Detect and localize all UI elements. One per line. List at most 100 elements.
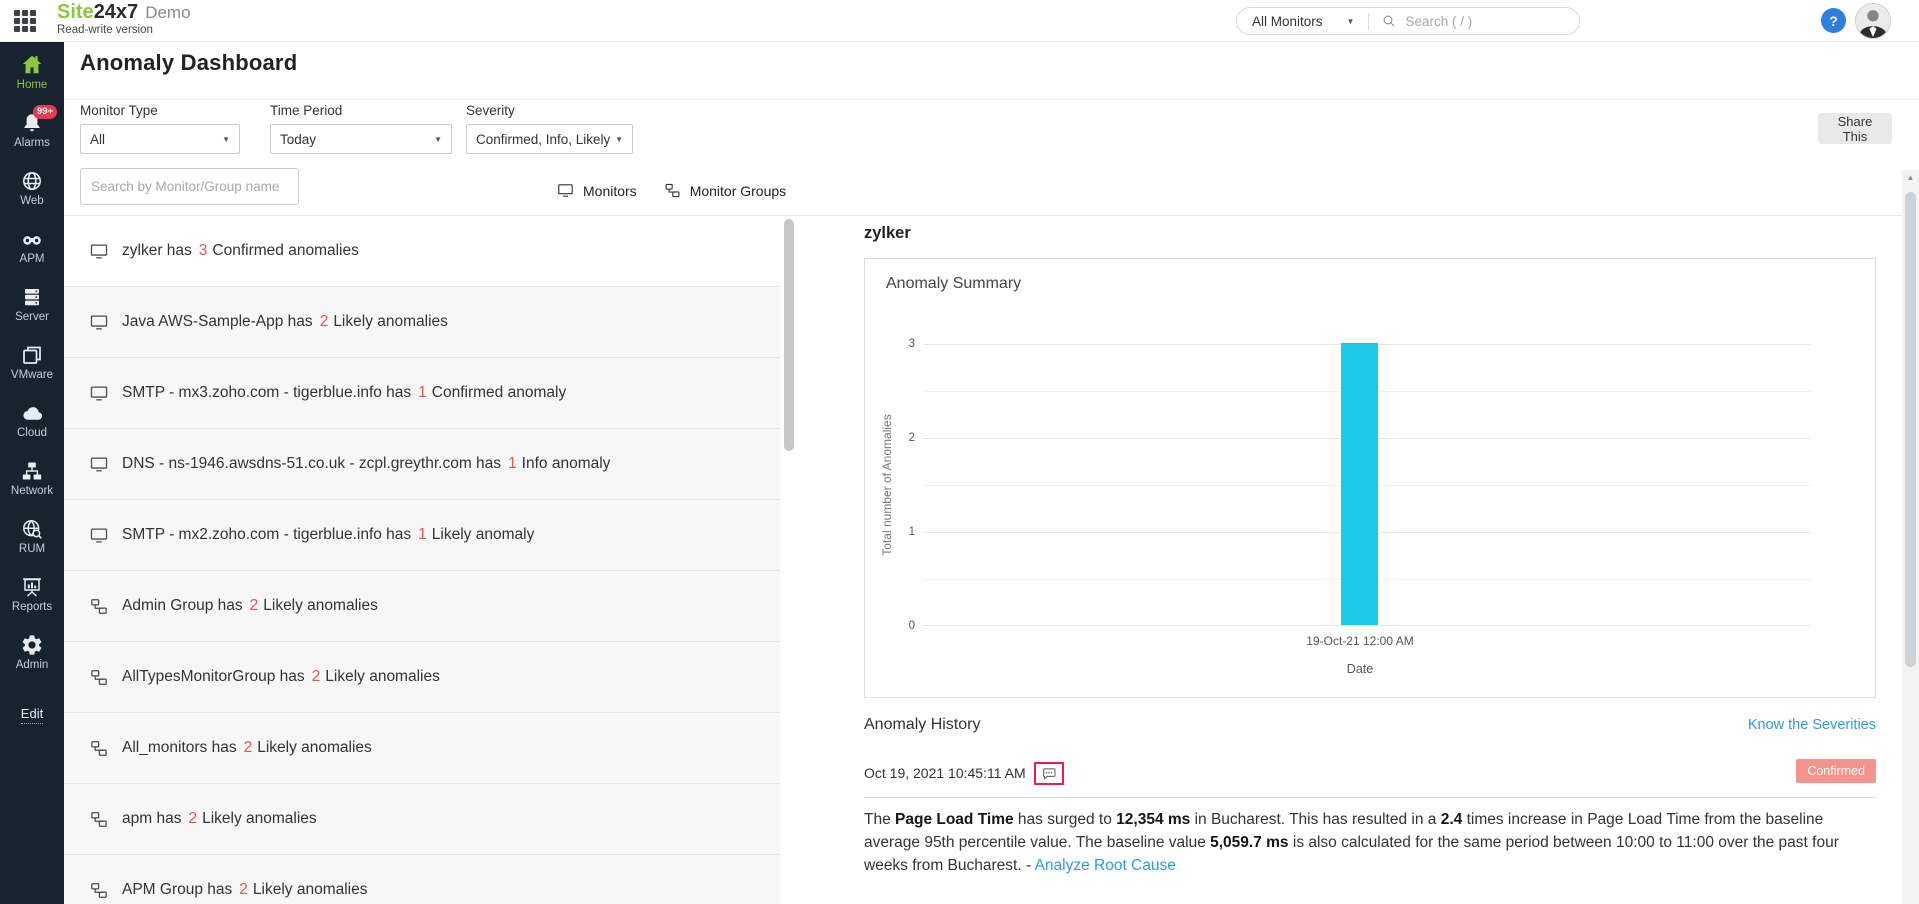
filter-value: Today (280, 131, 317, 147)
demo-label: Demo (145, 3, 191, 22)
x-axis-title: Date (1346, 662, 1374, 676)
gear-icon (20, 633, 44, 657)
history-entry-row: Oct 19, 2021 10:45:11 AM Confirmed (864, 759, 1876, 787)
sidebar-item-admin[interactable]: Admin (0, 633, 64, 671)
global-search-bar: All Monitors ▼ Search ( / ) (1236, 7, 1580, 35)
sidebar-item-home[interactable]: Home (0, 53, 64, 91)
page-scrollbar-thumb[interactable] (1905, 192, 1916, 667)
reports-icon (20, 575, 44, 599)
list-item[interactable]: apm has 2 Likely anomalies (64, 784, 780, 855)
sidebar-item-rum[interactable]: RUM (0, 517, 64, 555)
list-item[interactable]: SMTP - mx3.zoho.com - tigerblue.info has… (64, 358, 780, 429)
binoculars-icon (20, 227, 44, 251)
list-item[interactable]: All_monitors has 2 Likely anomalies (64, 713, 780, 784)
chart-title: Anomaly Summary (886, 275, 1022, 292)
y-axis-tick: 1 (908, 526, 915, 538)
filter-dropdown[interactable]: All ▼ (80, 124, 240, 154)
tab-monitor-groups[interactable]: Monitor Groups (663, 182, 786, 199)
anomaly-count: 2 (249, 597, 259, 614)
anomaly-history-header: Anomaly History Know the Severities (864, 716, 1876, 734)
user-avatar[interactable] (1855, 3, 1891, 39)
sidebar-item-cloud[interactable]: Cloud (0, 401, 64, 439)
cloud-icon (20, 401, 44, 425)
list-item-text: zylker has 3 Confirmed anomalies (122, 242, 359, 260)
sidebar: Home Alarms 99+ Web APM Server VMware Cloud Netw… (0, 42, 64, 904)
chevron-down-icon: ▼ (222, 134, 230, 144)
comment-icon[interactable] (1040, 766, 1058, 781)
chevron-down-icon: ▼ (615, 134, 623, 144)
sidebar-item-label: Cloud (16, 427, 48, 439)
y-axis-tick: 3 (908, 338, 915, 350)
list-item[interactable]: zylker has 3 Confirmed anomalies (64, 216, 780, 287)
filter-dropdown[interactable]: Today ▼ (270, 124, 452, 154)
page-title: Anomaly Dashboard (80, 50, 298, 75)
monitor-group-icon (88, 881, 110, 900)
apps-grid-icon[interactable] (14, 10, 36, 32)
list-item-text: Admin Group has 2 Likely anomalies (122, 597, 378, 615)
logo-text: Site24x7 Demo (57, 1, 191, 23)
severity-text: Confirmed anomaly (431, 384, 567, 401)
tab-label: Monitor Groups (689, 182, 787, 199)
anomaly-count: 2 (311, 668, 321, 685)
sidebar-item-label: Alarms (14, 137, 50, 149)
sidebar-item-apm[interactable]: APM (0, 227, 64, 265)
monitor-group-search-input[interactable] (80, 168, 299, 205)
list-item-text: SMTP - mx3.zoho.com - tigerblue.info has… (122, 384, 566, 402)
sidebar-item-network[interactable]: Network (0, 459, 64, 497)
sidebar-item-server[interactable]: Server (0, 285, 64, 323)
anomaly-count: 2 (319, 313, 329, 330)
gridline (923, 625, 1811, 626)
share-this-button[interactable]: Share This (1818, 113, 1892, 144)
filter-monitor-type: Monitor Type All ▼ (80, 103, 240, 154)
monitor-scope-dropdown[interactable]: All Monitors ▼ (1237, 14, 1354, 29)
list-scrollbar-thumb[interactable] (784, 219, 794, 451)
list-item-text: APM Group has 2 Likely anomalies (122, 881, 368, 899)
scroll-up-icon[interactable]: ▲ (1906, 173, 1915, 182)
sidebar-item-vmware[interactable]: VMware (0, 343, 64, 381)
anomaly-count: 2 (239, 881, 248, 898)
list-item-text: AllTypesMonitorGroup has 2 Likely anomalie… (122, 668, 440, 686)
severity-badge: Confirmed (1796, 759, 1876, 783)
severity-text: Likely anomalies (202, 810, 317, 827)
item-name-text: SMTP - mx2.zoho.com - tigerblue.info has (122, 526, 412, 543)
anomaly-count: 3 (198, 242, 208, 259)
y-axis-tick: 2 (908, 432, 915, 444)
list-item[interactable]: AllTypesMonitorGroup has 2 Likely anomalie… (64, 642, 780, 713)
edition-label: Read-write version (57, 24, 153, 36)
monitor-icon (556, 182, 575, 199)
monitor-icon (88, 242, 110, 261)
list-item[interactable]: Java AWS-Sample-App has 2 Likely anomalies (64, 287, 780, 358)
top-header: Site24x7 Demo Read-write version All Moni… (0, 0, 1919, 42)
know-the-severities-link[interactable]: Know the Severities (1747, 717, 1876, 733)
search-icon (1381, 13, 1397, 29)
monitor-icon (88, 384, 110, 403)
vmware-icon (20, 343, 44, 367)
help-icon[interactable]: ? (1821, 8, 1846, 33)
search-input[interactable]: Search ( / ) (1405, 13, 1473, 29)
sidebar-item-alarms[interactable]: Alarms 99+ (0, 105, 64, 149)
filter-label: Time Period (270, 103, 343, 118)
severity-text: Confirmed anomalies (212, 242, 359, 259)
list-item[interactable]: Admin Group has 2 Likely anomalies (64, 571, 780, 642)
sidebar-item-label: VMware (10, 369, 54, 381)
detail-pane: zylker Anomaly Summary Total number of A… (864, 216, 1876, 904)
page-scrollbar[interactable]: ▲ (1902, 170, 1919, 904)
list-item-text: apm has 2 Likely anomalies (122, 810, 317, 828)
monitor-group-icon (663, 182, 682, 199)
analyze-root-cause-link[interactable]: Analyze Root Cause (1034, 857, 1176, 874)
anomaly-count: 2 (243, 739, 253, 756)
sidebar-item-web[interactable]: Web (0, 169, 64, 207)
site24x7-logo[interactable]: Site24x7 Demo Read-write version (57, 1, 191, 37)
severity-text: Likely anomalies (333, 313, 448, 330)
tab-monitors[interactable]: Monitors (556, 182, 637, 199)
sidebar-item-label: Server (15, 311, 49, 323)
sidebar-item-reports[interactable]: Reports (0, 575, 64, 613)
list-item[interactable]: SMTP - mx2.zoho.com - tigerblue.info has… (64, 500, 780, 571)
filter-dropdown[interactable]: Confirmed, Info, Likely ▼ (466, 124, 633, 154)
sidebar-item-label: Home (16, 79, 48, 91)
sidebar-item-edit[interactable]: Edit (0, 704, 64, 724)
x-axis-tick: 19-Oct-21 12:00 AM (1306, 634, 1414, 648)
list-item[interactable]: DNS - ns-1946.awsdns-51.co.uk - zcpl.gre… (64, 429, 780, 500)
list-item[interactable]: APM Group has 2 Likely anomalies (64, 855, 780, 904)
anomaly-description: The Page Load Time has surged to 12,354 … (864, 811, 1839, 874)
